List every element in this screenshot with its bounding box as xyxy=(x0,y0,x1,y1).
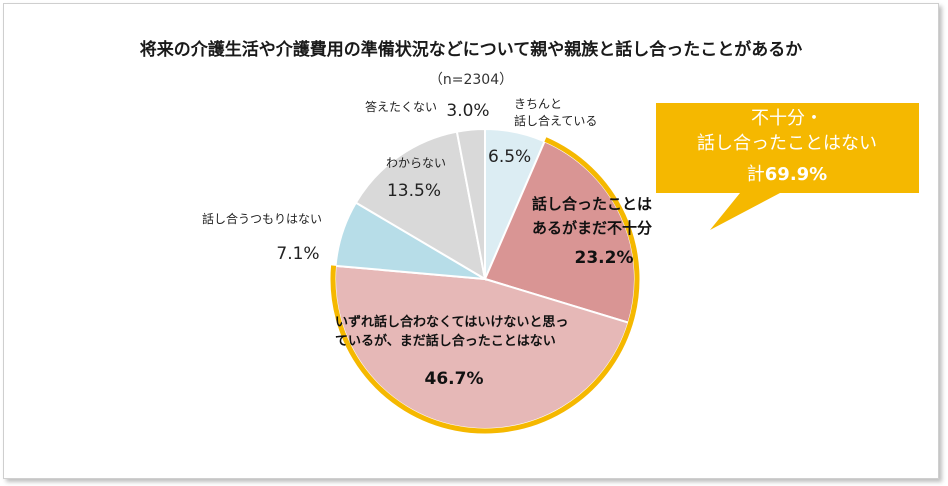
callout-total: 計69.9% xyxy=(747,164,827,185)
slice-label-3-line-0: 話し合うつもりはない xyxy=(202,211,322,226)
slice-label-2-line-1: ているが、まだ話し合ったことはない xyxy=(335,333,556,349)
slice-label-0-line-0: きちんと xyxy=(514,97,562,111)
slice-label-1-line-1: あるがまだ不十分 xyxy=(532,219,652,237)
slice-value-4: 13.5% xyxy=(387,181,441,201)
slice-label-2-line-0: いずれ話し合わなくてはいけないと思っ xyxy=(335,314,568,330)
pie-chart: 将来の介護生活や介護費用の準備状況などについて親や親族と話し合ったことがあるか … xyxy=(140,39,919,434)
slice-value-2: 46.7% xyxy=(425,369,484,389)
pie-slice-4 xyxy=(354,130,487,281)
slice-label-4-line-0: わからない xyxy=(386,156,446,170)
slice-value-0: 6.5% xyxy=(488,147,531,167)
callout-line-1: 話し合ったことはない xyxy=(697,133,877,154)
pie-slice-5 xyxy=(455,127,486,280)
highlight-arc xyxy=(330,137,640,434)
slice-value-5: 3.0% xyxy=(446,101,489,121)
callout-box xyxy=(656,103,919,230)
chart-title: 将来の介護生活や介護費用の準備状況などについて親や親族と話し合ったことがあるか xyxy=(140,39,803,60)
pie-slices xyxy=(334,127,636,430)
chart-subtitle: （n=2304） xyxy=(429,72,513,88)
slice-label-0-line-1: 話し合えている xyxy=(514,113,597,128)
callout-total-prefix: 計 xyxy=(747,164,765,185)
chart-frame: 将来の介護生活や介護費用の準備状況などについて親や親族と話し合ったことがあるか … xyxy=(3,3,939,479)
slice-value-3: 7.1% xyxy=(276,244,319,264)
callout-line-0: 不十分・ xyxy=(751,108,823,129)
callout-total-value: 69.9% xyxy=(765,164,827,185)
slice-value-1: 23.2% xyxy=(575,248,634,268)
slice-label-5-line-0: 答えたくない xyxy=(365,99,437,114)
slice-label-1-line-0: 話し合ったことは xyxy=(532,195,652,213)
